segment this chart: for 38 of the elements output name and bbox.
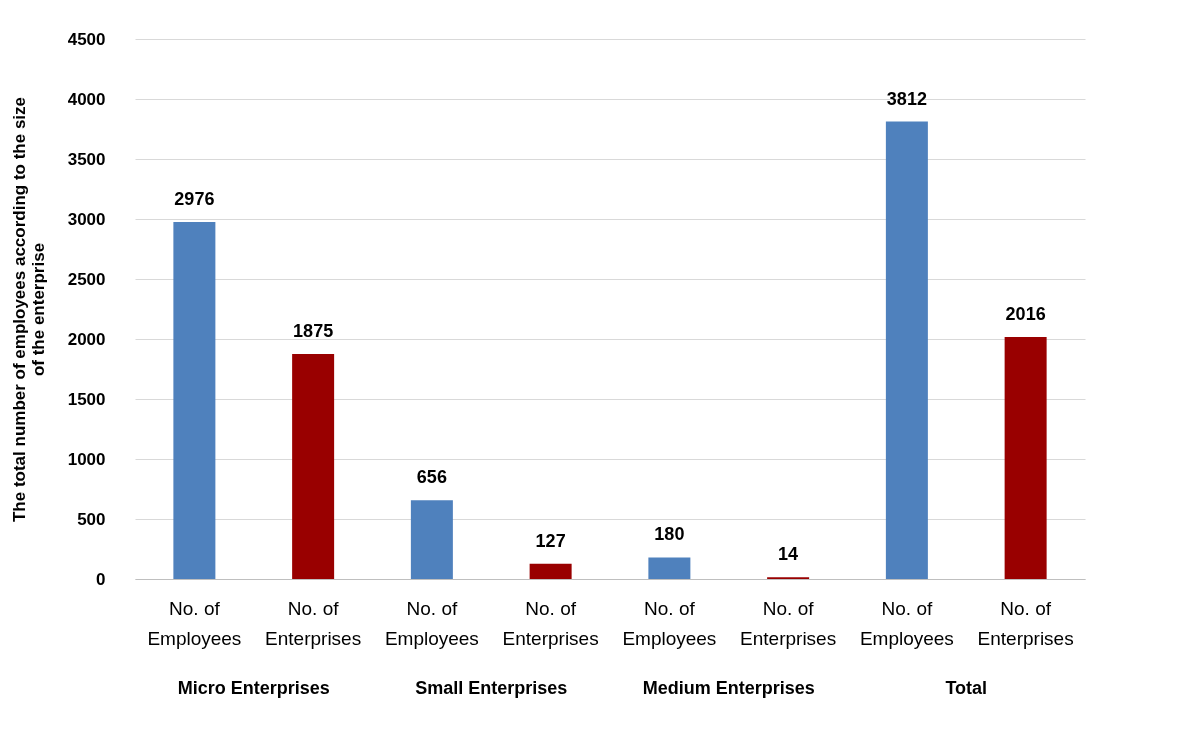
data-label: 2976 bbox=[174, 188, 215, 209]
y-tick-label: 4000 bbox=[67, 89, 106, 109]
x-tick-label: No. of Enterprises bbox=[265, 597, 362, 649]
text: Medium Enterprises bbox=[642, 678, 815, 698]
bar bbox=[292, 354, 335, 579]
y-tick-label: 1000 bbox=[67, 449, 106, 469]
bar bbox=[885, 121, 928, 579]
x-tick-label: No. of Enterprises bbox=[502, 597, 599, 649]
y-tick-label: 2500 bbox=[67, 269, 106, 289]
text: Total bbox=[945, 678, 988, 698]
bar bbox=[410, 500, 453, 579]
data-label: 180 bbox=[654, 524, 685, 545]
x-tick-label: No. of Employees bbox=[384, 597, 479, 649]
y-tick-label: 500 bbox=[77, 509, 106, 529]
data-label: 656 bbox=[416, 467, 447, 488]
x-tick-label: No. of Employees bbox=[622, 597, 717, 649]
y-axis-title: The total number of employees according to the size of the enterprise bbox=[9, 96, 48, 523]
x-tick-label: No. of Enterprises bbox=[740, 597, 837, 649]
data-label: 127 bbox=[535, 530, 566, 551]
x-tick-label: No. of Employees bbox=[147, 597, 242, 649]
x-tick-label: No. of Enterprises bbox=[977, 597, 1074, 649]
bar bbox=[529, 563, 572, 579]
x-tick-label: No. of Employees bbox=[859, 597, 954, 649]
bar bbox=[173, 221, 216, 579]
text: Small Enterprises bbox=[415, 678, 568, 698]
y-tick-label: 3500 bbox=[67, 149, 106, 169]
y-tick-label: 2000 bbox=[67, 329, 106, 349]
data-label: 2016 bbox=[1005, 304, 1046, 325]
text: Micro Enterprises bbox=[177, 678, 330, 698]
bar bbox=[1004, 337, 1047, 579]
data-label: 14 bbox=[778, 544, 799, 565]
data-label: 3812 bbox=[886, 88, 927, 109]
y-tick-label: 3000 bbox=[67, 209, 106, 229]
y-tick-label: 1500 bbox=[67, 389, 106, 409]
y-tick-label: 0 bbox=[96, 569, 106, 589]
y-tick-label: 4500 bbox=[67, 29, 106, 49]
bar bbox=[648, 557, 691, 579]
data-label: 1875 bbox=[293, 321, 334, 341]
